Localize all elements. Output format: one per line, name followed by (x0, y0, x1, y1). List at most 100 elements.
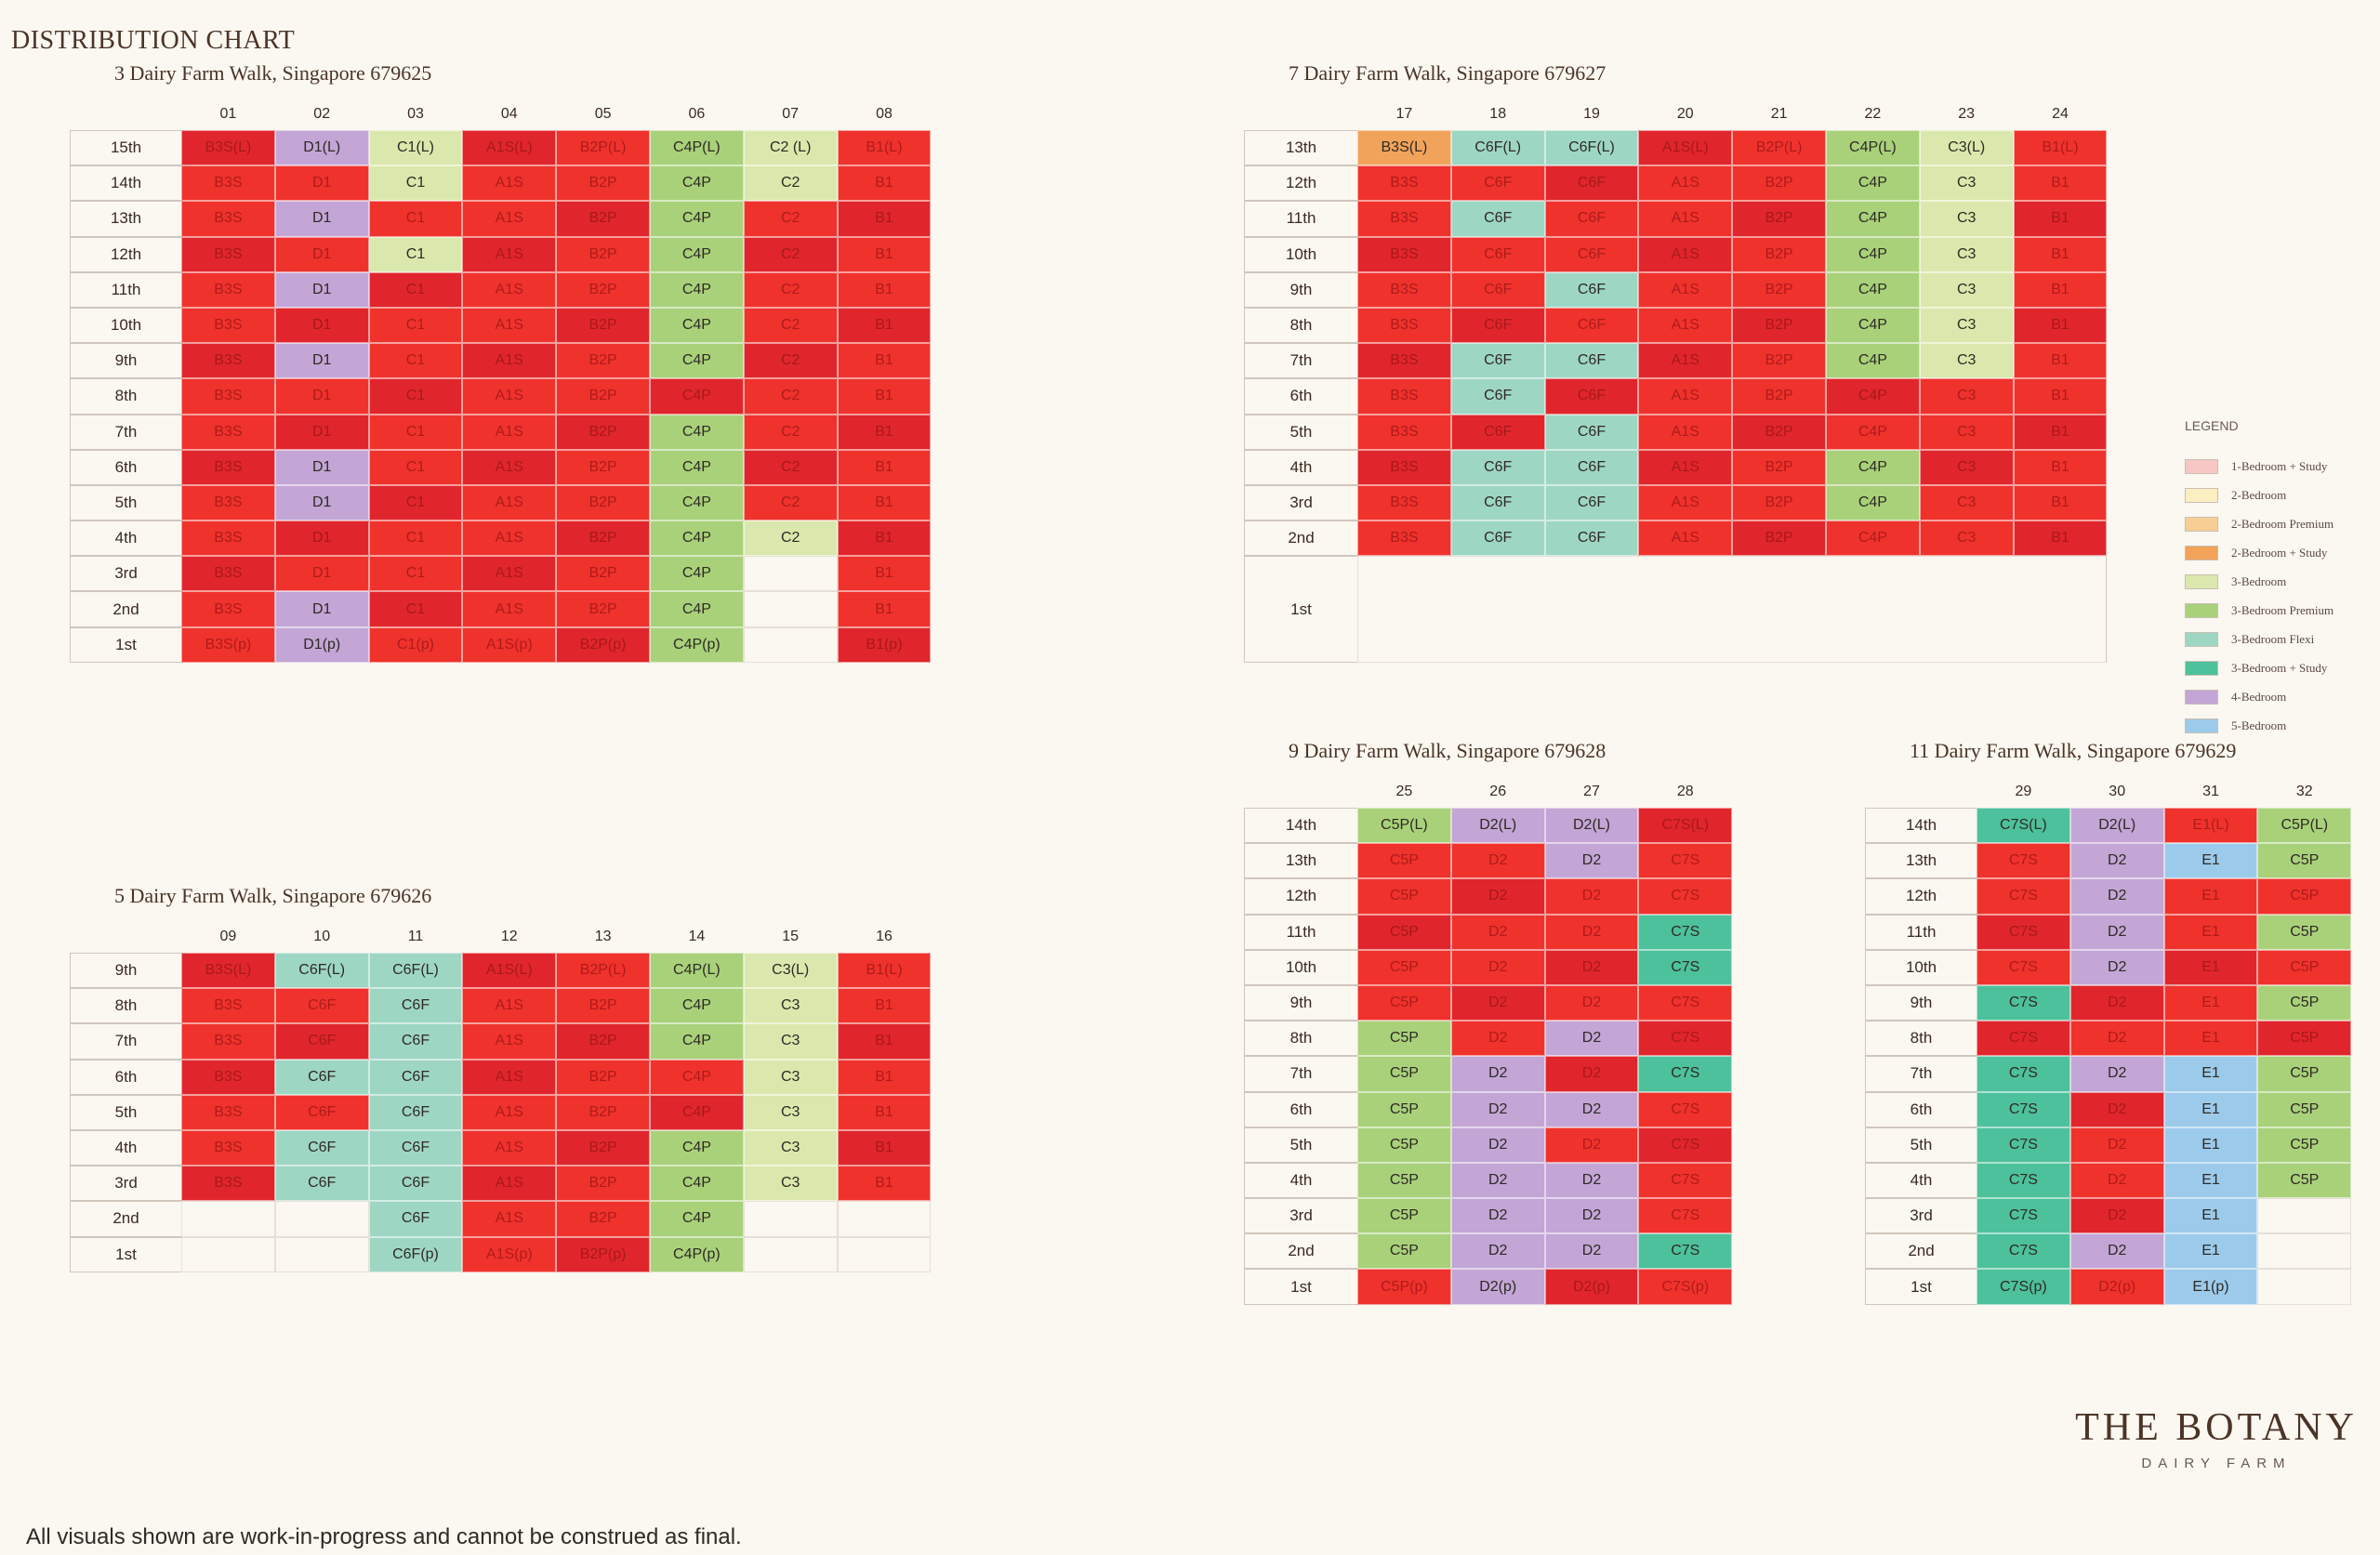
unit-cell-sold[interactable]: B3S (181, 449, 275, 485)
unit-cell-sold[interactable]: B1 (837, 484, 932, 521)
unit-cell-available[interactable]: C5P (1357, 1021, 1451, 1057)
unit-cell-sold[interactable]: B2P (556, 343, 650, 379)
unit-cell-available[interactable]: C6F(L) (1450, 130, 1545, 166)
unit-cell-sold[interactable]: D2 (1450, 914, 1545, 950)
unit-cell-sold[interactable]: B1 (2013, 484, 2108, 521)
unit-cell-available[interactable]: C6F (1450, 484, 1545, 521)
unit-cell-sold[interactable]: B1(L) (2013, 130, 2108, 166)
unit-cell-sold[interactable]: C7S (1638, 843, 1733, 879)
unit-cell-sold[interactable]: C7S (1977, 843, 2070, 879)
unit-cell-sold[interactable]: B3S (181, 988, 275, 1024)
unit-cell-available[interactable]: D1 (274, 201, 369, 237)
unit-cell-sold[interactable]: A1S (462, 343, 557, 379)
unit-cell-sold[interactable]: B3S (1357, 449, 1451, 485)
unit-cell-sold[interactable]: B3S (181, 521, 275, 557)
unit-cell-available[interactable]: C4P (649, 271, 744, 308)
unit-cell-sold[interactable]: D2 (1544, 984, 1639, 1021)
unit-cell-available[interactable]: C3 (1919, 271, 2014, 308)
unit-cell-sold[interactable]: A1S (1638, 201, 1733, 237)
unit-cell-available[interactable]: C6F (1450, 201, 1545, 237)
unit-cell-available[interactable]: C1 (368, 165, 463, 202)
unit-cell-sold[interactable]: B2P (556, 556, 650, 592)
unit-cell-available[interactable]: C5P (1357, 1091, 1451, 1127)
unit-cell-sold[interactable]: D2 (2069, 1091, 2164, 1127)
unit-cell-sold[interactable]: C3 (1919, 449, 2014, 485)
unit-cell-available[interactable]: C4P (649, 236, 744, 272)
unit-cell-available[interactable]: C3 (1919, 201, 2014, 237)
unit-cell-sold[interactable]: B3S (1357, 414, 1451, 450)
unit-cell-sold[interactable]: A1S (462, 1094, 557, 1130)
unit-cell-sold[interactable]: B1 (837, 1023, 932, 1060)
unit-cell-available[interactable]: D2 (1450, 1233, 1545, 1270)
unit-cell-available[interactable]: D2 (2069, 1233, 2164, 1270)
unit-cell-sold[interactable]: B2P (556, 1023, 650, 1060)
unit-cell-sold[interactable]: A1S (1638, 307, 1733, 344)
unit-cell-sold[interactable]: B2P (556, 1166, 650, 1202)
unit-cell-sold[interactable]: C6F (1544, 201, 1639, 237)
unit-cell-available[interactable]: D1(p) (274, 626, 369, 663)
unit-cell-available[interactable]: C6F (1544, 343, 1639, 379)
unit-cell-sold[interactable]: A1S (1638, 521, 1733, 557)
unit-cell-available[interactable]: C4P (1825, 271, 1920, 308)
unit-cell-sold[interactable]: A1S(L) (462, 953, 557, 989)
unit-cell-available[interactable]: C7S (1638, 914, 1733, 950)
unit-cell-available[interactable]: E1(p) (2163, 1269, 2258, 1305)
unit-cell-available[interactable]: C6F (368, 1129, 463, 1166)
unit-cell-sold[interactable]: A1S(L) (1638, 130, 1733, 166)
unit-cell-sold[interactable]: B3S (181, 378, 275, 415)
unit-cell-available[interactable]: C6F(p) (368, 1236, 463, 1272)
unit-cell-sold[interactable]: A1S (462, 988, 557, 1024)
unit-cell-available[interactable]: C1(L) (368, 130, 463, 166)
unit-cell-available[interactable]: C4P (649, 1129, 744, 1166)
unit-cell-available[interactable]: D2 (1544, 1233, 1639, 1270)
unit-cell-sold[interactable]: D1 (274, 307, 369, 344)
unit-cell-available[interactable]: C4P (1825, 201, 1920, 237)
unit-cell-sold[interactable]: D2 (2069, 1162, 2164, 1199)
unit-cell-sold[interactable]: C6F (1450, 165, 1545, 202)
unit-cell-sold[interactable]: D2 (2069, 1021, 2164, 1057)
unit-cell-sold[interactable]: A1S (462, 484, 557, 521)
unit-cell-available[interactable]: C1 (368, 236, 463, 272)
unit-cell-sold[interactable]: C1 (368, 414, 463, 450)
unit-cell-sold[interactable]: C6F (1450, 271, 1545, 308)
unit-cell-sold[interactable]: D2 (1544, 1127, 1639, 1163)
unit-cell-sold[interactable]: B2P (556, 1129, 650, 1166)
unit-cell-sold[interactable]: B1 (837, 271, 932, 308)
unit-cell-sold[interactable]: D1 (274, 414, 369, 450)
unit-cell-available[interactable]: C6F (368, 1201, 463, 1237)
unit-cell-sold[interactable]: A1S (1638, 449, 1733, 485)
unit-cell-sold[interactable]: C7S(L) (1638, 808, 1733, 844)
unit-cell-sold[interactable]: B1 (837, 521, 932, 557)
unit-cell-available[interactable]: C7S (1977, 1127, 2070, 1163)
unit-cell-sold[interactable]: B2P (556, 165, 650, 202)
unit-cell-sold[interactable]: B1 (837, 988, 932, 1024)
unit-cell-available[interactable]: C4P (649, 1023, 744, 1060)
unit-cell-available[interactable]: C4P(p) (649, 1236, 744, 1272)
unit-cell-sold[interactable]: C2 (743, 343, 838, 379)
unit-cell-sold[interactable]: A1S (1638, 378, 1733, 415)
unit-cell-available[interactable]: C5P (2257, 914, 2352, 950)
unit-cell-sold[interactable]: B2P (556, 378, 650, 415)
unit-cell-available[interactable]: E1 (2163, 1198, 2258, 1234)
unit-cell-sold[interactable]: C7S (1638, 1091, 1733, 1127)
unit-cell-available[interactable]: C5P (2257, 1162, 2352, 1199)
unit-cell-available[interactable]: E1 (2163, 1127, 2258, 1163)
unit-cell-available[interactable]: C3 (743, 1059, 838, 1095)
unit-cell-available[interactable]: C3 (1919, 165, 2014, 202)
unit-cell-sold[interactable]: A1S (462, 236, 557, 272)
unit-cell-sold[interactable]: B3S (1357, 201, 1451, 237)
unit-cell-sold[interactable]: B2P(L) (556, 953, 650, 989)
unit-cell-available[interactable]: C4P (649, 307, 744, 344)
unit-cell-available[interactable]: C4P(L) (649, 953, 744, 989)
unit-cell-sold[interactable]: A1S (462, 201, 557, 237)
unit-cell-sold[interactable]: B2P (1732, 449, 1826, 485)
unit-cell-sold[interactable]: D2 (1450, 878, 1545, 915)
unit-cell-sold[interactable]: C6F (1450, 236, 1545, 272)
unit-cell-available[interactable]: C6F (1450, 343, 1545, 379)
unit-cell-available[interactable]: E1 (2163, 1056, 2258, 1092)
unit-cell-available[interactable]: C5P (2257, 1091, 2352, 1127)
unit-cell-sold[interactable]: B2P (556, 449, 650, 485)
unit-cell-sold[interactable]: A1S (462, 307, 557, 344)
unit-cell-available[interactable]: E1 (2163, 1091, 2258, 1127)
unit-cell-sold[interactable]: C6F (1544, 307, 1639, 344)
